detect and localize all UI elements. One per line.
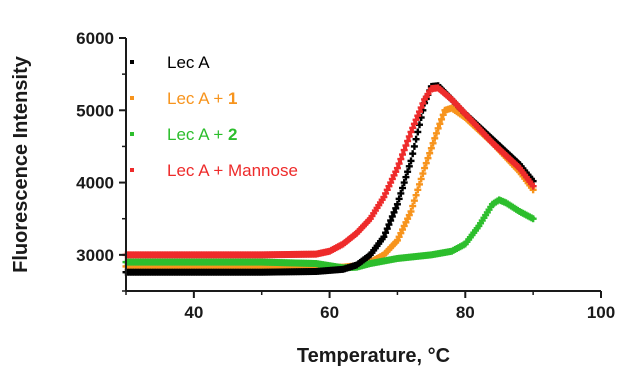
- legend-marker: [130, 96, 134, 100]
- y-tick-label: 6000: [76, 29, 114, 48]
- y-tick-label: 3000: [76, 246, 114, 265]
- legend-label: Lec A + 2: [167, 125, 237, 144]
- series-2: [122, 196, 537, 272]
- y-tick-label: 5000: [76, 101, 114, 120]
- legend-entry: Lec A + Mannose: [130, 161, 298, 180]
- legend: Lec A Lec A + 1 Lec A + 2 Lec A + Mannose: [130, 53, 298, 180]
- x-tick-label: 100: [587, 303, 615, 322]
- y-axis-title: Fluorescence Intensity: [10, 55, 32, 273]
- legend-label: Lec A: [167, 53, 210, 72]
- legend-marker: [130, 60, 134, 64]
- x-axis-title: Temperature, °C: [297, 345, 450, 367]
- legend-label: Lec A + 1: [167, 89, 237, 108]
- legend-entry: Lec A + 1: [130, 89, 237, 108]
- legend-marker: [130, 168, 134, 172]
- plot-area: [122, 82, 537, 276]
- x-tick-label: 40: [184, 303, 203, 322]
- x-tick-label: 80: [456, 303, 475, 322]
- x-tick-label: 60: [320, 303, 339, 322]
- axes: [125, 38, 601, 292]
- legend-entry: Lec A: [130, 53, 210, 72]
- series-3: [122, 84, 537, 259]
- y-tick-label: 4000: [76, 174, 114, 193]
- ticks: 3000 4000 5000 6000 40 60 80 100: [76, 29, 615, 322]
- legend-entry: Lec A + 2: [130, 125, 237, 144]
- legend-label: Lec A + Mannose: [167, 161, 298, 180]
- legend-marker: [130, 132, 134, 136]
